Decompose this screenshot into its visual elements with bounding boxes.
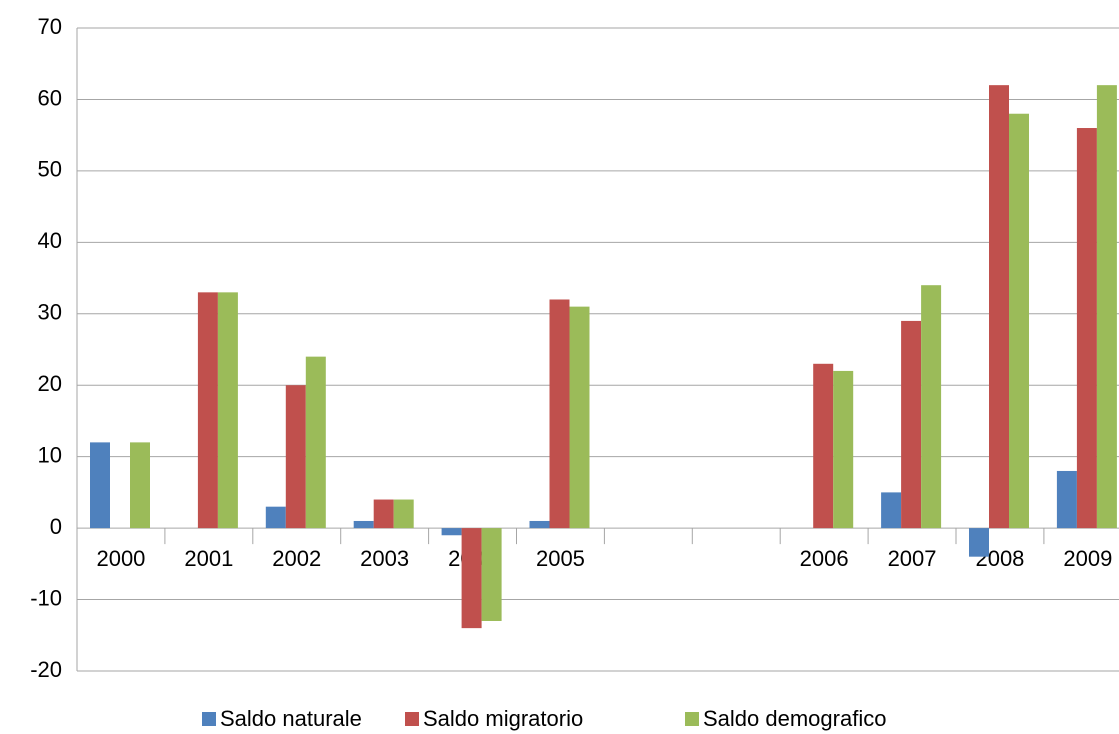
y-tick-label: 20 xyxy=(38,371,62,396)
y-tick-label: 60 xyxy=(38,85,62,110)
bar xyxy=(881,492,902,529)
y-tick-label: 70 xyxy=(38,14,62,39)
y-tick-label: 0 xyxy=(50,514,62,539)
bar xyxy=(373,499,394,529)
bar xyxy=(461,528,482,629)
x-tick-label: 2005 xyxy=(536,546,585,571)
bar xyxy=(481,528,502,621)
bar xyxy=(217,292,238,529)
bar xyxy=(989,85,1009,529)
x-tick-label: 2001 xyxy=(184,546,233,571)
bar xyxy=(441,528,462,536)
x-tick-label: 2000 xyxy=(96,546,145,571)
bar xyxy=(833,370,854,529)
bar xyxy=(549,299,570,529)
y-tick-label: -20 xyxy=(30,657,62,682)
bar xyxy=(285,385,306,529)
x-tick-label: 2003 xyxy=(360,546,409,571)
bar xyxy=(265,506,286,529)
legend-label: Saldo demografico xyxy=(703,706,886,731)
x-tick-label: 2007 xyxy=(888,546,937,571)
legend-swatch xyxy=(685,712,699,726)
bar xyxy=(1076,128,1097,529)
bar xyxy=(353,520,374,529)
legend-label: Saldo migratorio xyxy=(423,706,583,731)
bar xyxy=(569,306,590,529)
bar xyxy=(813,363,834,529)
bar xyxy=(1009,113,1029,529)
bar xyxy=(1056,470,1077,529)
bar xyxy=(529,520,550,529)
y-tick-label: -10 xyxy=(30,585,62,610)
x-tick-label: 2006 xyxy=(800,546,849,571)
bar xyxy=(901,320,922,529)
legend-swatch xyxy=(202,712,216,726)
x-tick-label: 2009 xyxy=(1063,546,1112,571)
bar xyxy=(393,499,414,529)
y-tick-label: 50 xyxy=(38,157,62,182)
bar xyxy=(921,285,942,529)
bar xyxy=(969,528,989,557)
legend-swatch xyxy=(405,712,419,726)
y-tick-label: 30 xyxy=(38,300,62,325)
bar xyxy=(197,292,218,529)
bar xyxy=(305,356,326,529)
bar xyxy=(130,442,150,529)
bar xyxy=(1096,85,1117,529)
y-tick-label: 10 xyxy=(38,442,62,467)
y-tick-label: 40 xyxy=(38,228,62,253)
legend-label: Saldo naturale xyxy=(220,706,362,731)
x-tick-label: 2002 xyxy=(272,546,321,571)
bar xyxy=(90,442,110,529)
